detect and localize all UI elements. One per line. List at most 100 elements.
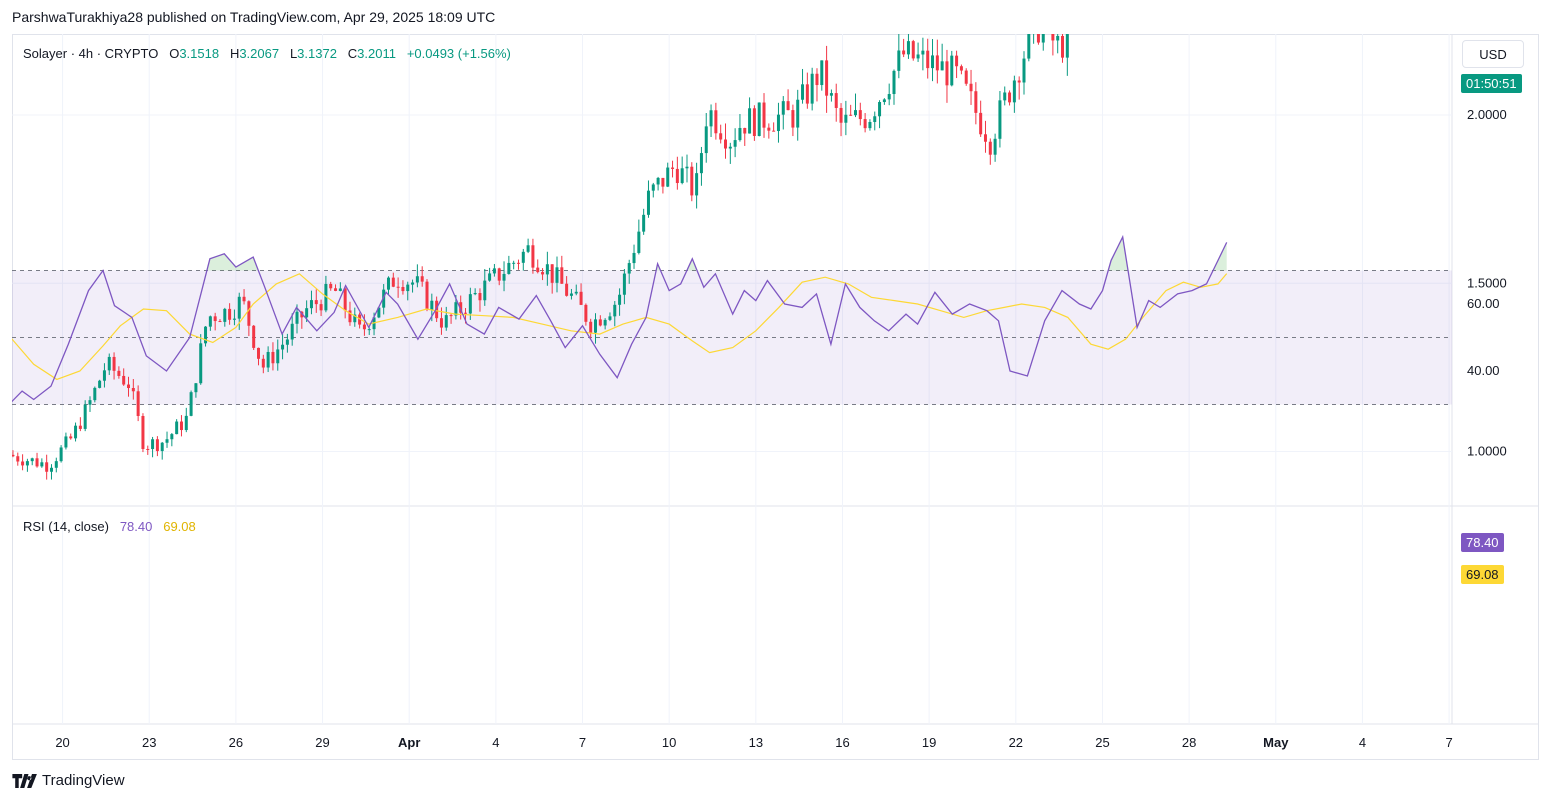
- candle-body: [849, 114, 853, 116]
- candle-body: [839, 107, 843, 123]
- candle-body: [825, 60, 829, 96]
- candle-body: [757, 102, 761, 137]
- candle-body: [449, 315, 453, 317]
- candle-body: [107, 356, 111, 371]
- candle-body: [853, 110, 857, 116]
- x-tick-label: May: [1263, 735, 1289, 750]
- candle-body: [526, 245, 530, 252]
- candle-body: [959, 66, 963, 71]
- candle-body: [256, 347, 260, 359]
- x-tick-label: 16: [835, 735, 849, 750]
- candle-body: [319, 304, 323, 311]
- candle-body: [834, 93, 838, 108]
- candle-body: [974, 91, 978, 113]
- candle-body: [1065, 34, 1069, 58]
- candle-body: [906, 41, 910, 55]
- candle-body: [175, 421, 179, 435]
- candle-body: [690, 166, 694, 196]
- candle-body: [358, 314, 362, 325]
- candle-body: [738, 127, 742, 141]
- candle-body: [921, 50, 925, 55]
- candle-body: [1041, 34, 1045, 43]
- candle-body: [983, 134, 987, 142]
- candle-body: [656, 177, 660, 185]
- candle-body: [59, 447, 63, 462]
- candle-body: [276, 349, 280, 364]
- candle-body: [131, 388, 135, 392]
- candle-body: [882, 99, 886, 103]
- candle-body: [83, 404, 87, 429]
- candle-body: [1012, 80, 1016, 103]
- candle-body: [1061, 35, 1065, 58]
- x-tick-label: 23: [142, 735, 156, 750]
- candle-body: [685, 166, 689, 169]
- candle-body: [1027, 34, 1031, 59]
- candle-body: [714, 110, 718, 134]
- candle-body: [204, 326, 208, 344]
- candle-body: [160, 442, 164, 452]
- candle-body: [536, 267, 540, 273]
- candle-body: [950, 55, 954, 86]
- candle-body: [184, 415, 188, 431]
- candle-body: [35, 458, 39, 467]
- candle-body: [781, 101, 785, 115]
- candle-body: [979, 112, 983, 135]
- candle-body: [93, 387, 97, 401]
- candle-body: [1036, 34, 1040, 43]
- x-tick-label: 4: [1359, 735, 1366, 750]
- candle-body: [791, 110, 795, 128]
- candle-body: [935, 55, 939, 71]
- candle-body: [406, 284, 410, 292]
- candle-body: [411, 282, 415, 285]
- candle-body: [675, 168, 679, 184]
- candle-body: [218, 321, 222, 323]
- candle-body: [507, 262, 511, 274]
- candle-body: [271, 351, 275, 364]
- candle-body: [622, 273, 626, 295]
- candle-body: [560, 267, 564, 284]
- candle-body: [415, 276, 419, 283]
- candle-body: [897, 50, 901, 71]
- candle-body: [12, 454, 15, 457]
- candle-body: [863, 119, 867, 129]
- chart-frame: [12, 34, 1539, 760]
- candle-body: [651, 184, 655, 191]
- candle-body: [728, 146, 732, 149]
- candle-body: [242, 296, 246, 302]
- candle-body: [122, 375, 126, 385]
- candle-body: [1051, 34, 1055, 41]
- candle-body: [252, 325, 256, 348]
- candle-body: [926, 50, 930, 69]
- low-label: L: [289, 46, 298, 61]
- candle-body: [719, 133, 723, 140]
- candle-body: [911, 41, 915, 59]
- publisher-line: ParshwaTurakhiya28 published on TradingV…: [12, 9, 496, 25]
- tradingview-brand[interactable]: TradingView: [12, 772, 125, 789]
- brand-name: TradingView: [42, 772, 125, 789]
- candle-body: [367, 329, 371, 331]
- candle-body: [724, 139, 728, 149]
- candle-body: [613, 304, 617, 317]
- candle-body: [179, 421, 183, 431]
- candle-body: [805, 84, 809, 104]
- rsi-value-tag: 78.40: [1461, 533, 1504, 552]
- candle-body: [45, 462, 49, 472]
- candle-body: [98, 380, 102, 388]
- candle-body: [565, 283, 569, 296]
- candle-body: [709, 110, 713, 127]
- candle-body: [49, 467, 53, 472]
- candle-body: [521, 251, 525, 263]
- symbol-title[interactable]: Solayer · 4h · CRYPTO: [23, 46, 159, 61]
- candle-body: [733, 140, 737, 147]
- x-tick-label: 10: [662, 735, 676, 750]
- candle-body: [786, 101, 790, 111]
- candle-body: [439, 318, 443, 328]
- rsi-title[interactable]: RSI (14, close): [23, 519, 109, 534]
- candle-body: [666, 167, 670, 187]
- candle-body: [743, 127, 747, 134]
- candle-body: [695, 173, 699, 196]
- currency-button[interactable]: USD: [1462, 40, 1524, 68]
- candle-body: [704, 126, 708, 154]
- candle-body: [1008, 92, 1012, 103]
- chart-canvas[interactable]: 20232629Apr4710131619222528May473.00002.…: [12, 34, 1539, 760]
